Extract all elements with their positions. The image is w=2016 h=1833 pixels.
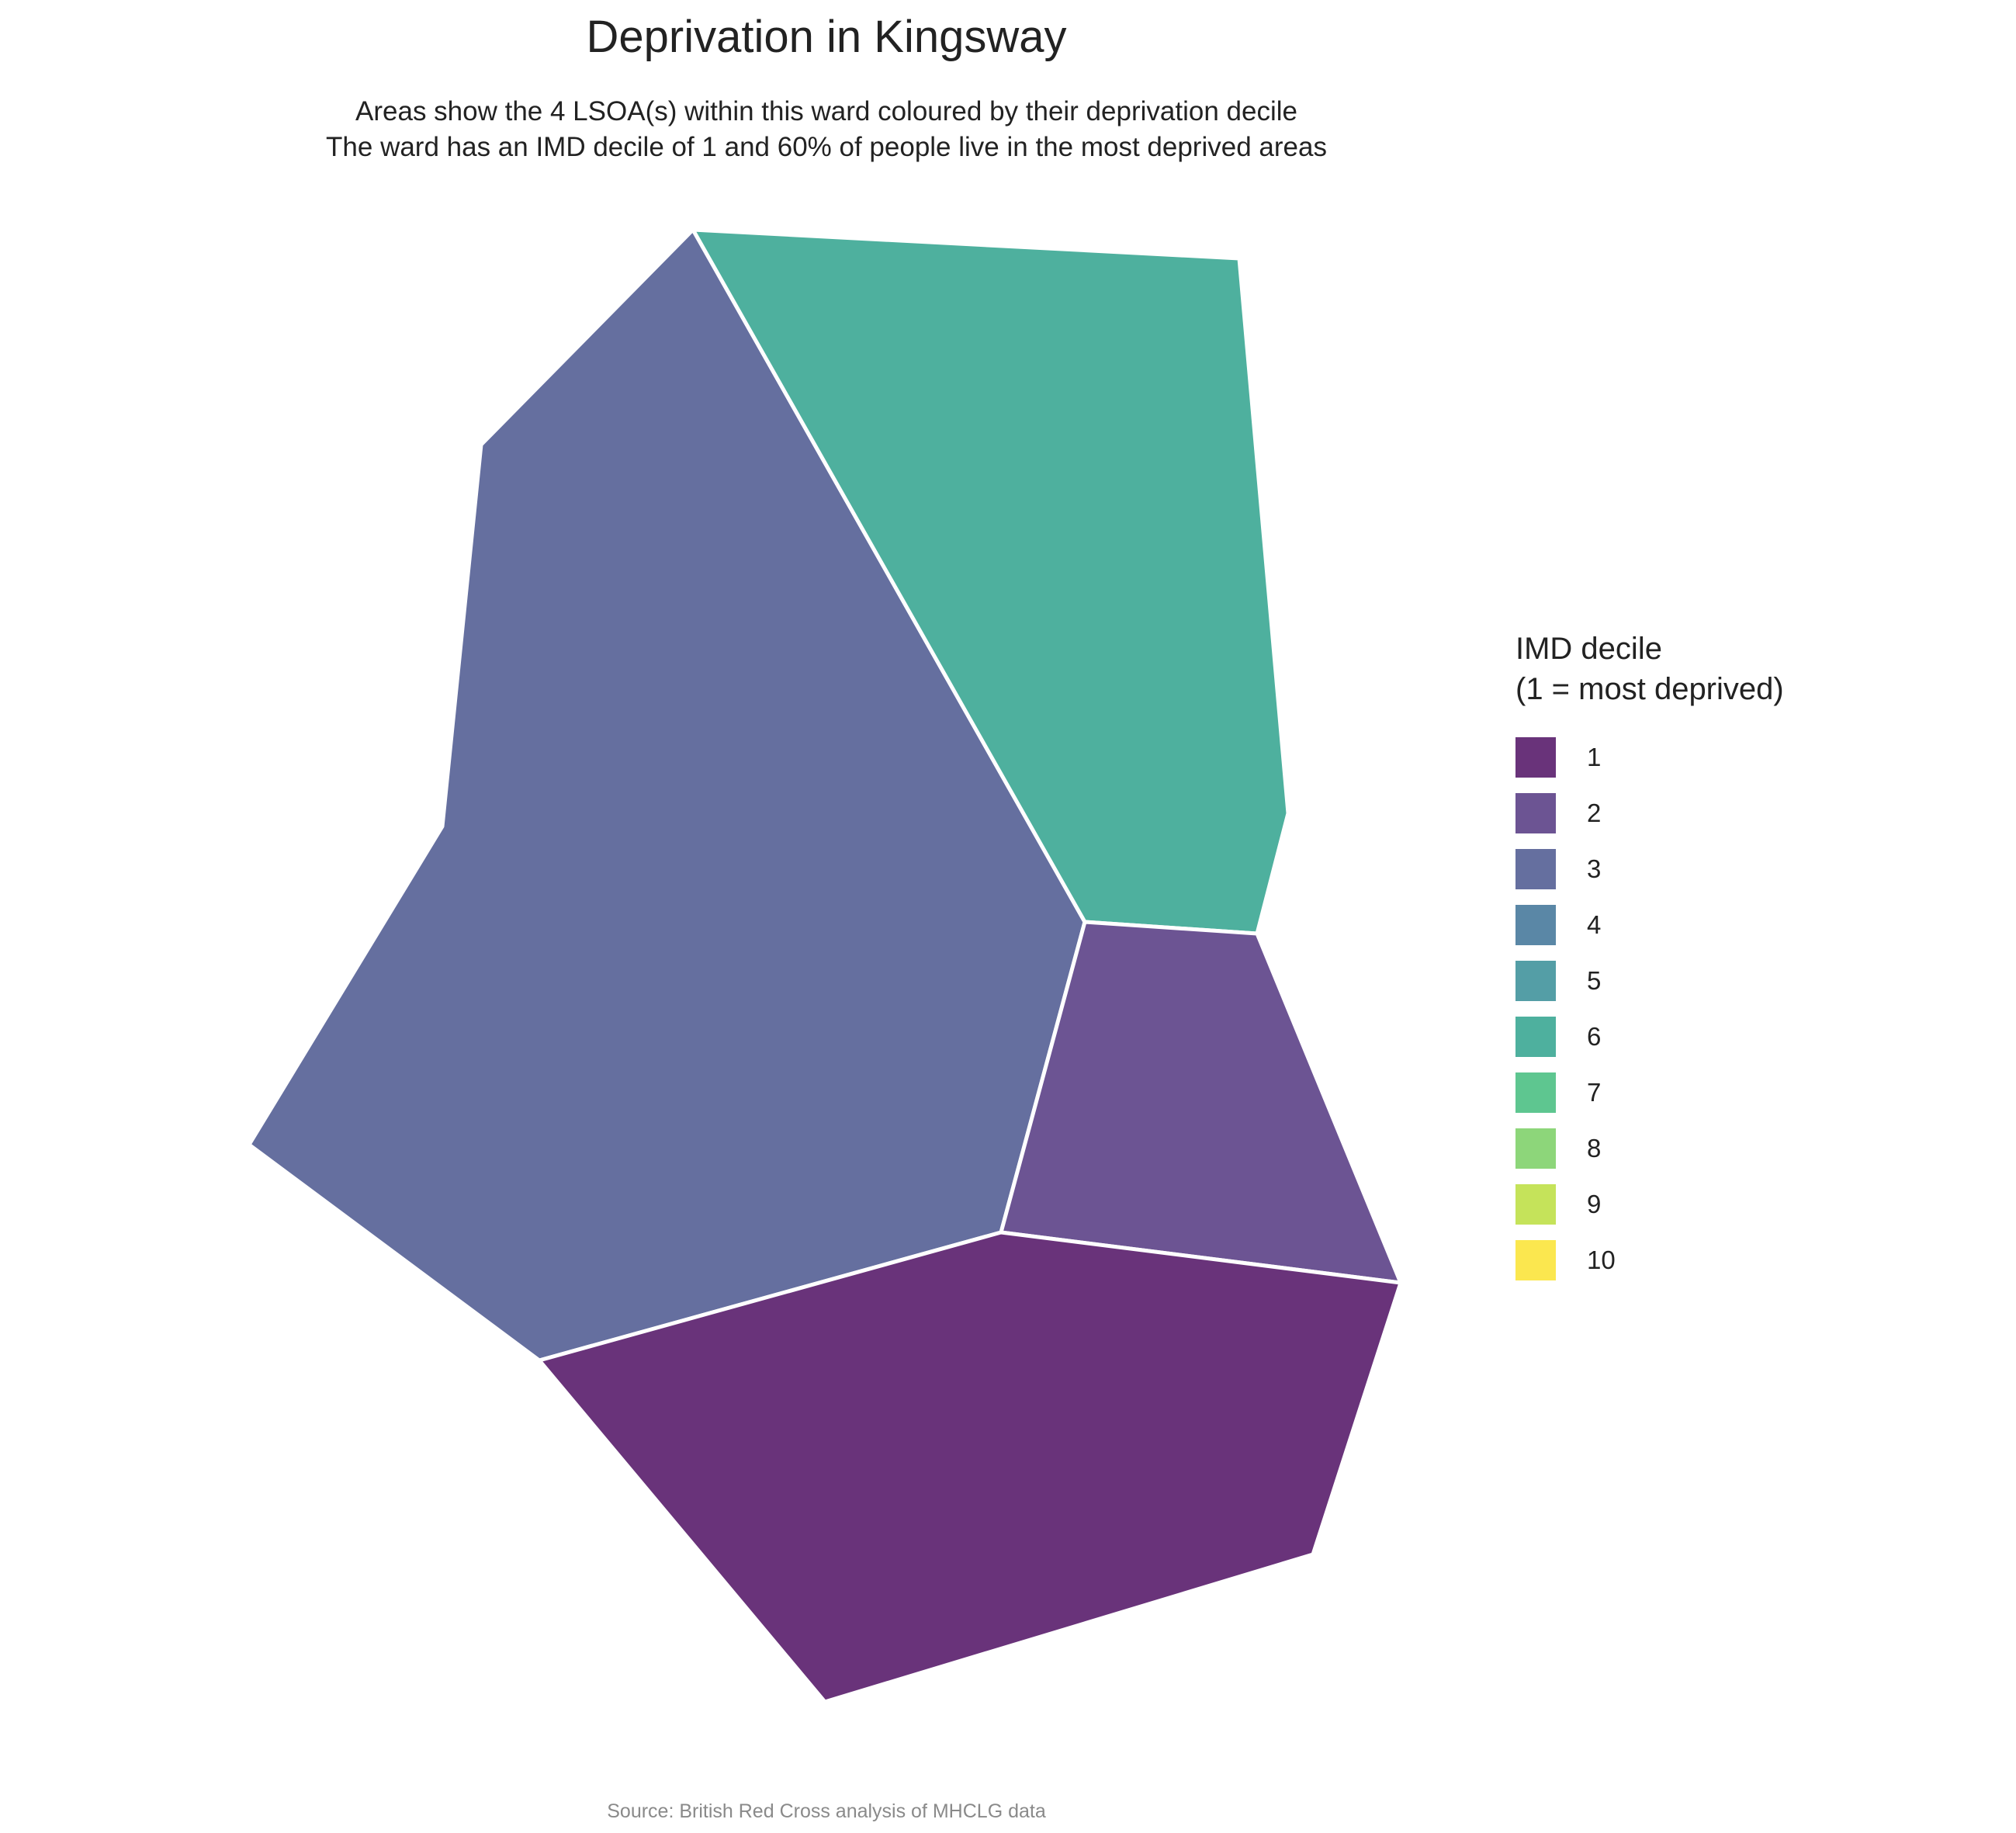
legend-title-line-2: (1 = most deprived) [1515,672,1784,706]
legend-swatch [1515,1017,1556,1057]
legend-swatch [1515,1184,1556,1225]
subtitle-line-1: Areas show the 4 LSOA(s) within this war… [355,96,1297,126]
lsoa-area-decile-1[interactable] [537,1230,1403,1704]
legend-swatch [1515,849,1556,889]
legend-label: 3 [1587,854,1602,883]
legend-swatch [1515,961,1556,1001]
legend-item-5: 5 [1515,953,1784,1009]
legend-title: IMD decile (1 = most deprived) [1515,629,1784,709]
legend-label: 6 [1587,1022,1602,1051]
subtitle-line-2: The ward has an IMD decile of 1 and 60% … [326,132,1327,162]
legend-label: 8 [1587,1134,1602,1163]
legend-item-7: 7 [1515,1065,1784,1121]
map-title: Deprivation in Kingsway [586,12,1067,62]
legend-swatch [1515,1072,1556,1113]
legend-label: 1 [1587,743,1602,771]
legend: IMD decile (1 = most deprived) 1 2 3 4 5… [1515,629,1784,1288]
legend-items: 1 2 3 4 5 6 7 8 9 10 [1515,729,1784,1288]
legend-title-line-1: IMD decile [1515,632,1662,666]
legend-swatch [1515,737,1556,778]
legend-item-10: 10 [1515,1232,1784,1288]
legend-swatch [1515,1240,1556,1280]
legend-label: 5 [1587,966,1602,995]
legend-item-6: 6 [1515,1009,1784,1065]
legend-label: 2 [1587,799,1602,827]
legend-label: 10 [1587,1246,1616,1274]
legend-item-2: 2 [1515,785,1784,841]
legend-item-1: 1 [1515,729,1784,785]
legend-label: 4 [1587,910,1602,939]
legend-item-4: 4 [1515,897,1784,953]
legend-label: 9 [1587,1190,1602,1218]
legend-swatch [1515,905,1556,945]
legend-item-3: 3 [1515,841,1784,897]
legend-item-8: 8 [1515,1121,1784,1176]
source-caption: Source: British Red Cross analysis of MH… [607,1800,1046,1822]
legend-swatch [1515,1128,1556,1169]
legend-label: 7 [1587,1078,1602,1107]
legend-swatch [1515,793,1556,833]
lsoa-area-decile-6[interactable] [691,227,1290,936]
legend-item-9: 9 [1515,1176,1784,1232]
